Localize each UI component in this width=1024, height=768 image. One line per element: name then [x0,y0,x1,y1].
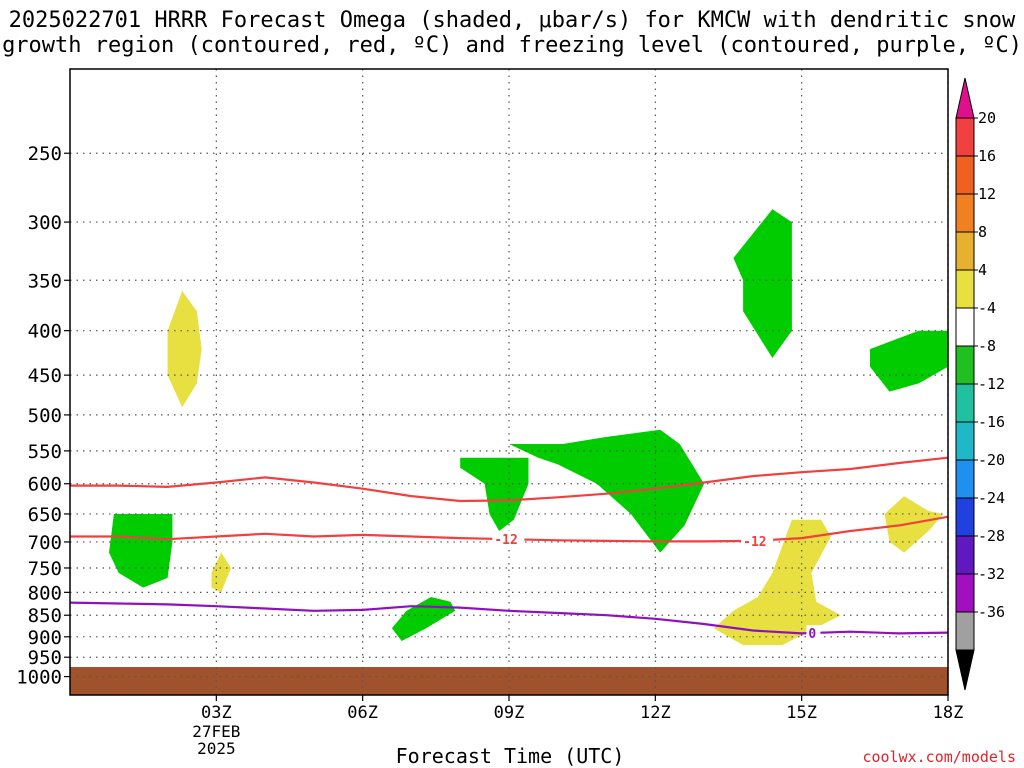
omega-region-9 [884,496,944,553]
y-tick-label-850: 850 [28,605,62,627]
x-tick-label-6: 06Z [347,703,378,723]
omega-region-1 [460,457,529,531]
x-tick-date-1: 2025 [197,739,236,758]
colorbar-label-9: -20 [978,451,1005,469]
chart-title-line2: growth region (contoured, red, ºC) and f… [2,33,1022,58]
colorbar-segment-4 [955,269,975,309]
y-tick-label-550: 550 [28,441,62,463]
colorbar-top-arrow [955,77,975,119]
colorbar-segment-8 [955,421,975,461]
contour-labels: -12 -12 0 [492,530,821,642]
isotherm-label-0-1: -12 [743,535,766,550]
colorbar-segment-1 [955,155,975,195]
colorbar-segment-6 [955,345,975,385]
y-tick-label-1000: 1000 [16,667,62,689]
isotherm-label-bg [741,532,774,549]
y-tick-label-450: 450 [28,365,62,387]
colorbar-segment-5 [955,307,975,347]
colorbar-label-10: -24 [978,489,1005,507]
x-tick-label-15: 15Z [786,703,817,723]
colorbar-segment-2 [955,193,975,233]
omega-region-4 [870,330,948,392]
colorbar-label-0: 20 [978,109,996,127]
y-tick-label-300: 300 [28,212,62,234]
chart-title-line1: 2025022701 HRRR Forecast Omega (shaded, … [8,8,1016,33]
colorbar-label-2: 12 [978,185,996,203]
isotherm-label-0-0: -12 [494,533,517,548]
x-tick-label-12: 12Z [640,703,671,723]
y-tick-label-500: 500 [28,405,62,427]
colorbar-label-11: -28 [978,527,1005,545]
y-tick-label-950: 950 [28,647,62,669]
x-tick-label-9: 09Z [494,703,525,723]
colorbar-segment-13 [955,611,975,651]
freezing-level-label: 0 [808,627,816,642]
y-tick-label-750: 750 [28,558,62,580]
colorbar-segment-0 [955,117,975,157]
colorbar-segment-10 [955,497,975,537]
colorbar-segment-3 [955,231,975,271]
colorbar-label-8: -16 [978,413,1005,431]
colorbar-segment-9 [955,459,975,499]
y-tick-label-700: 700 [28,532,62,554]
y-tick-label-350: 350 [28,270,62,292]
dgz-isotherm-1 [70,456,948,503]
omega-region-3 [733,209,792,358]
colorbar-label-1: 16 [978,147,996,165]
freezing-level-line [70,601,948,635]
colorbar-segment-11 [955,535,975,575]
x-axis-label: Forecast Time (UTC) [395,744,625,768]
y-tick-label-900: 900 [28,627,62,649]
y-tick-label-400: 400 [28,321,62,343]
omega-region-0 [109,514,173,588]
colorbar-label-7: -12 [978,375,1005,393]
colorbar-segment-7 [955,383,975,423]
colorbar-bottom-arrow [955,649,975,691]
omega-region-8 [713,519,841,646]
omega-shading [109,209,948,646]
colorbar-label-4: 4 [978,261,987,279]
y-axis-ticks: 2503003504004505005506006507007508008509… [16,143,70,689]
colorbar-label-13: -36 [978,603,1005,621]
x-tick-label-18: 18Z [933,703,964,723]
y-tick-label-650: 650 [28,504,62,526]
site-credit: coolwx.com/models [862,748,1016,766]
colorbar-label-12: -32 [978,565,1005,583]
omega-region-6 [167,290,202,408]
freezing-label-bg [806,625,821,642]
omega-region-7 [211,552,231,593]
colorbar-label-3: 8 [978,223,987,241]
colorbar: 20 16 12 8 4 -4 -8 -12 -16 -20 -24 -28 -32 -36 [955,77,1005,691]
colorbar-label-5: -4 [978,299,996,317]
colorbar-segment-12 [955,573,975,613]
colorbar-label-6: -8 [978,337,996,355]
y-tick-label-250: 250 [28,143,62,165]
x-tick-label-3: 03Z [201,703,232,723]
isotherm-label-bg [492,530,525,547]
x-tick-date-0: 27FEB [192,722,240,741]
y-tick-label-800: 800 [28,582,62,604]
y-tick-label-600: 600 [28,474,62,496]
